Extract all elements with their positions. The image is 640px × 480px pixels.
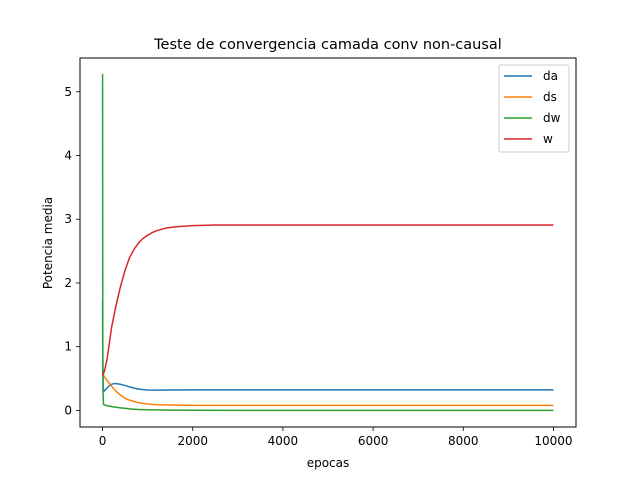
series-line-dw xyxy=(101,73,554,412)
legend-label-dw: dw xyxy=(543,111,561,125)
series-line-ds xyxy=(101,373,554,407)
axes-frame xyxy=(79,57,577,428)
legend-label-da: da xyxy=(543,69,558,83)
y-tick-label: 4 xyxy=(64,149,72,163)
series-line-da xyxy=(101,302,554,393)
legend-label-w: w xyxy=(543,132,553,146)
y-tick-label: 5 xyxy=(64,85,72,99)
y-axis-label: Potencia media xyxy=(41,197,55,289)
x-tick-label: 4000 xyxy=(268,434,299,448)
x-tick-label: 0 xyxy=(99,434,107,448)
legend: da ds dw w xyxy=(498,64,570,153)
x-tick-label: 2000 xyxy=(177,434,208,448)
x-axis-ticks: 0 2000 4000 6000 8000 10000 xyxy=(99,427,573,448)
legend-label-ds: ds xyxy=(543,90,557,104)
chart-title: Teste de convergencia camada conv non-ca… xyxy=(153,37,502,53)
series-line-w xyxy=(101,224,554,376)
legend-box xyxy=(498,64,570,153)
y-tick-label: 1 xyxy=(64,340,72,354)
x-tick-label: 8000 xyxy=(448,434,479,448)
y-tick-label: 3 xyxy=(64,212,72,226)
x-tick-label: 10000 xyxy=(534,434,572,448)
series-layer xyxy=(101,73,554,412)
y-tick-label: 0 xyxy=(64,403,72,417)
x-tick-label: 6000 xyxy=(358,434,389,448)
x-axis-label: epocas xyxy=(307,456,350,470)
y-axis-ticks: 0 1 2 3 4 5 xyxy=(64,85,80,417)
y-tick-label: 2 xyxy=(64,276,72,290)
plot-area: 0 2000 4000 6000 8000 10000 0 1 2 3 4 5 xyxy=(64,57,577,448)
